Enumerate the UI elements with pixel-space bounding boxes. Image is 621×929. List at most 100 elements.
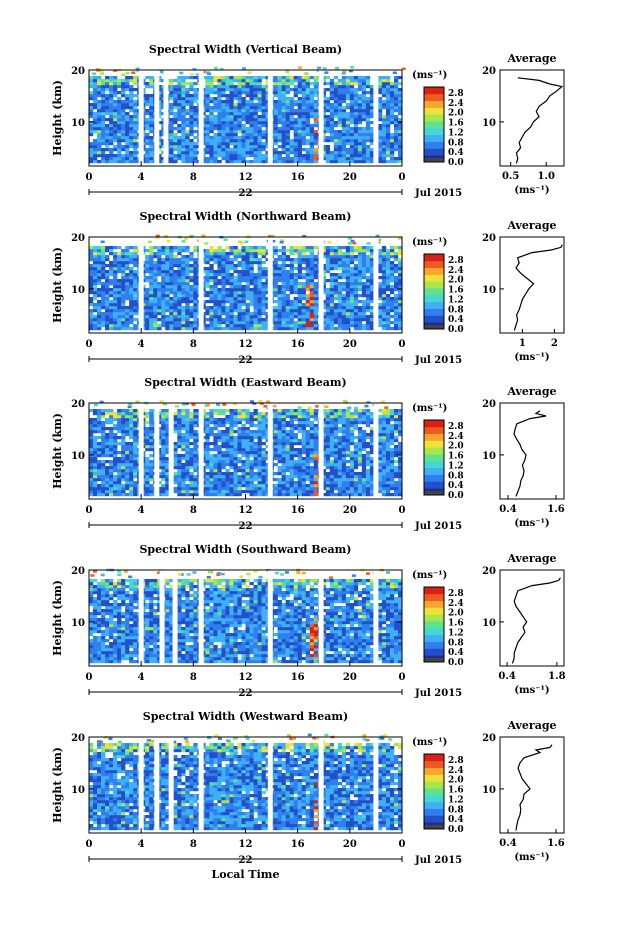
heatmap-cell xyxy=(177,487,182,491)
heatmap-cell xyxy=(265,139,270,143)
heatmap-cell xyxy=(321,82,327,86)
heatmap-cell xyxy=(333,112,339,116)
heatmap-cell xyxy=(349,469,355,473)
heatmap-cell xyxy=(273,130,278,134)
heatmap-cell xyxy=(221,321,226,325)
heatmap-cell xyxy=(353,249,359,253)
heatmap-cell xyxy=(117,136,122,140)
heatmap-cell xyxy=(301,100,306,104)
heatmap-cell xyxy=(305,112,311,116)
heatmap-cell xyxy=(353,490,359,494)
heatmap-cell xyxy=(185,279,190,283)
heatmap-cell xyxy=(393,160,399,164)
heatmap-cell xyxy=(381,103,387,107)
heatmap-cell xyxy=(301,481,306,485)
heatmap-cell xyxy=(241,130,246,134)
heatmap-cell xyxy=(221,88,226,92)
heatmap-cell xyxy=(377,282,383,286)
heatmap-cell xyxy=(105,112,110,116)
heatmap-cell xyxy=(101,324,106,328)
heatmap-cell xyxy=(121,112,126,116)
heatmap-cell xyxy=(321,148,327,152)
heatmap-cell xyxy=(289,469,294,473)
heatmap-cell xyxy=(161,142,166,146)
heatmap-cell xyxy=(169,252,174,256)
heatmap-cell xyxy=(369,160,375,164)
x-tick-label: 0 xyxy=(86,339,93,350)
heatmap-cell xyxy=(157,94,162,98)
heatmap-cell xyxy=(169,255,174,259)
heatmap-cell xyxy=(97,324,102,328)
heatmap-cell xyxy=(149,109,154,113)
heatmap-cell xyxy=(221,282,226,286)
heatmap-cell xyxy=(357,130,363,134)
heatmap-cell xyxy=(133,106,138,110)
heatmap-cell xyxy=(241,246,246,250)
heatmap-cell xyxy=(285,327,290,331)
heatmap-cell xyxy=(149,246,154,250)
heatmap-cell xyxy=(229,466,234,470)
heatmap-cell xyxy=(393,133,399,137)
heatmap-cell xyxy=(273,267,278,271)
heatmap-cell xyxy=(241,291,246,295)
heatmap-cell xyxy=(205,487,210,491)
heatmap-cell xyxy=(277,88,282,92)
heatmap-cell xyxy=(297,478,302,482)
heatmap-cell xyxy=(189,118,194,122)
heatmap-cell xyxy=(225,160,230,164)
heatmap-cell xyxy=(369,273,375,277)
heatmap-cell xyxy=(217,112,222,116)
heatmap-cell xyxy=(309,279,315,283)
heatmap-cell xyxy=(117,121,122,125)
colorbar-swatch xyxy=(424,107,444,115)
heatmap-cell xyxy=(277,130,282,134)
y-axis-label: Height (km) xyxy=(51,80,64,156)
heatmap-cell xyxy=(93,463,98,467)
heatmap-cell xyxy=(277,157,282,161)
heatmap-cell xyxy=(293,469,298,473)
heatmap-cell xyxy=(241,88,246,92)
heatmap-cell xyxy=(261,276,266,280)
heatmap-cell xyxy=(233,91,238,95)
heatmap-cell xyxy=(241,478,246,482)
heatmap-cell xyxy=(369,100,375,104)
heatmap-cell xyxy=(365,133,371,137)
heatmap-cell xyxy=(321,88,327,92)
heatmap-cell xyxy=(329,246,335,250)
heatmap-cell xyxy=(225,103,230,107)
heatmap-cell xyxy=(185,312,190,316)
heatmap-cell xyxy=(193,145,198,149)
colorbar-tick-label: 1.6 xyxy=(448,119,464,129)
heatmap-cell xyxy=(321,285,327,289)
date-right-label: Jul 2015 xyxy=(414,188,462,199)
heatmap-cell xyxy=(133,291,138,295)
heatmap-cell xyxy=(161,463,166,467)
heatmap-cell xyxy=(329,312,335,316)
heatmap-cell xyxy=(177,282,182,286)
heatmap-cell xyxy=(357,270,363,274)
heatmap-cell xyxy=(261,246,266,250)
heatmap-cell xyxy=(301,469,306,473)
heatmap-cell xyxy=(253,133,258,137)
heatmap-cell xyxy=(109,112,114,116)
heatmap-cell xyxy=(385,76,391,80)
heatmap-cell xyxy=(241,273,246,277)
heatmap-cell xyxy=(129,285,134,289)
heatmap-cell xyxy=(101,493,106,497)
heatmap-cell xyxy=(329,91,335,95)
heatmap-cell xyxy=(281,270,286,274)
heatmap-cell xyxy=(285,70,290,73)
heatmap-cell xyxy=(305,139,311,143)
heatmap-cell xyxy=(241,133,246,137)
heatmap-cell xyxy=(253,121,258,125)
heatmap-cell xyxy=(337,478,343,482)
heatmap-cell xyxy=(249,267,254,271)
heatmap-cell xyxy=(101,160,106,164)
heatmap-cell xyxy=(233,309,238,313)
heatmap-cell xyxy=(253,157,258,161)
heatmap-cell xyxy=(253,127,258,131)
heatmap-cell xyxy=(381,261,387,265)
heatmap-cell xyxy=(153,312,158,316)
heatmap-cell xyxy=(261,261,266,265)
heatmap-cell xyxy=(181,463,186,467)
